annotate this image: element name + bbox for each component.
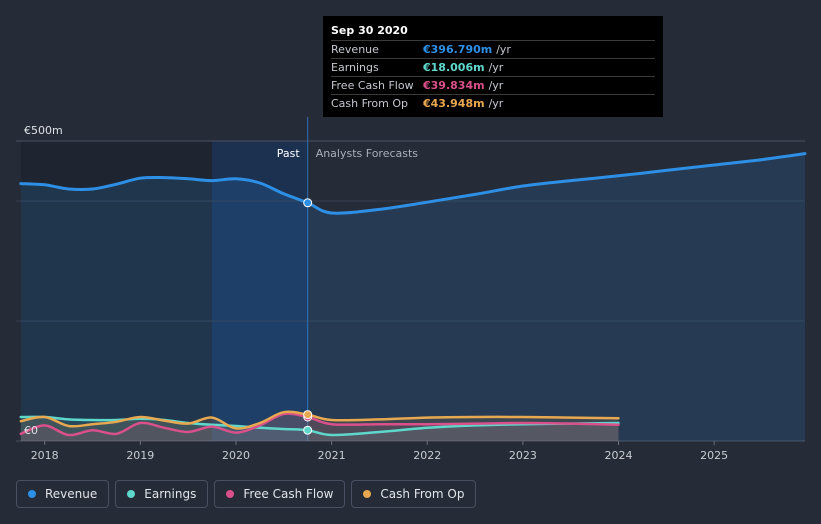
tooltip-row-cash-from-op: Cash From Op €43.948m /yr bbox=[331, 94, 655, 112]
tooltip-value: €18.006m bbox=[423, 61, 485, 74]
forecast-label: Analysts Forecasts bbox=[316, 147, 419, 160]
tooltip-unit: /yr bbox=[488, 79, 504, 92]
highlight-point bbox=[303, 410, 313, 420]
tooltip-row-revenue: Revenue €396.790m /yr bbox=[331, 40, 655, 58]
legend-label: Cash From Op bbox=[380, 487, 465, 501]
series-line-free-cash-flow bbox=[19, 412, 620, 437]
y-tick-label: €500m bbox=[24, 124, 63, 137]
legend-item-revenue[interactable]: Revenue bbox=[16, 480, 110, 508]
legend-label: Free Cash Flow bbox=[243, 487, 334, 501]
tooltip-row-earnings: Earnings €18.006m /yr bbox=[331, 58, 655, 76]
tooltip-value: €396.790m bbox=[423, 43, 493, 56]
tooltip-row-free-cash-flow: Free Cash Flow €39.834m /yr bbox=[331, 76, 655, 94]
series-area-cash-from-op bbox=[20, 411, 619, 441]
x-tick-label: 2018 bbox=[31, 449, 59, 462]
tooltip-unit: /yr bbox=[488, 61, 504, 74]
highlight-point bbox=[303, 425, 313, 435]
tooltip: Sep 30 2020 Revenue €396.790m /yr Earnin… bbox=[323, 16, 663, 117]
x-tick-label: 2019 bbox=[126, 449, 154, 462]
highlight-point bbox=[303, 198, 313, 208]
highlight-markers bbox=[303, 198, 313, 435]
tooltip-value: €39.834m bbox=[423, 79, 485, 92]
series-line-cash-from-op bbox=[19, 410, 620, 430]
past-region bbox=[20, 141, 213, 441]
x-tick-label: 2020 bbox=[222, 449, 250, 462]
legend-dot-icon bbox=[226, 490, 235, 498]
series-lines bbox=[19, 152, 807, 437]
x-tick-label: 2025 bbox=[700, 449, 728, 462]
highlight-region bbox=[212, 141, 308, 441]
legend-item-earnings[interactable]: Earnings bbox=[115, 480, 209, 508]
series-line-revenue bbox=[19, 152, 807, 215]
legend-item-free-cash-flow[interactable]: Free Cash Flow bbox=[214, 480, 346, 508]
y-tick-label: €0 bbox=[24, 424, 38, 437]
axis-labels: €500m €0 2018 2019 2020 2021 2022 2023 2024 2025 P… bbox=[24, 124, 728, 462]
legend-dot-icon bbox=[127, 490, 136, 498]
tooltip-unit: /yr bbox=[488, 97, 504, 110]
series-area-revenue bbox=[20, 153, 806, 441]
legend: Revenue Earnings Free Cash Flow Cash Fro… bbox=[16, 480, 477, 508]
tooltip-label: Cash From Op bbox=[331, 97, 409, 110]
x-tick-label: 2022 bbox=[413, 449, 441, 462]
tooltip-date: Sep 30 2020 bbox=[331, 24, 408, 37]
x-tick-label: 2021 bbox=[318, 449, 346, 462]
chart-background bbox=[20, 141, 308, 441]
x-tick-label: 2023 bbox=[509, 449, 537, 462]
tooltip-label: Earnings bbox=[331, 61, 379, 74]
gridlines bbox=[16, 117, 805, 442]
tooltip-label: Revenue bbox=[331, 43, 379, 56]
legend-label: Revenue bbox=[45, 487, 98, 501]
legend-dot-icon bbox=[363, 490, 372, 498]
legend-label: Earnings bbox=[144, 487, 197, 501]
series-areas bbox=[20, 153, 806, 441]
tooltip-label: Free Cash Flow bbox=[331, 79, 414, 92]
tooltip-unit: /yr bbox=[496, 43, 511, 56]
past-label: Past bbox=[277, 147, 301, 160]
x-tick-label: 2024 bbox=[605, 449, 633, 462]
legend-item-cash-from-op[interactable]: Cash From Op bbox=[351, 480, 477, 508]
tooltip-value: €43.948m bbox=[423, 97, 485, 110]
series-area-free-cash-flow bbox=[20, 413, 619, 441]
legend-dot-icon bbox=[28, 490, 36, 498]
